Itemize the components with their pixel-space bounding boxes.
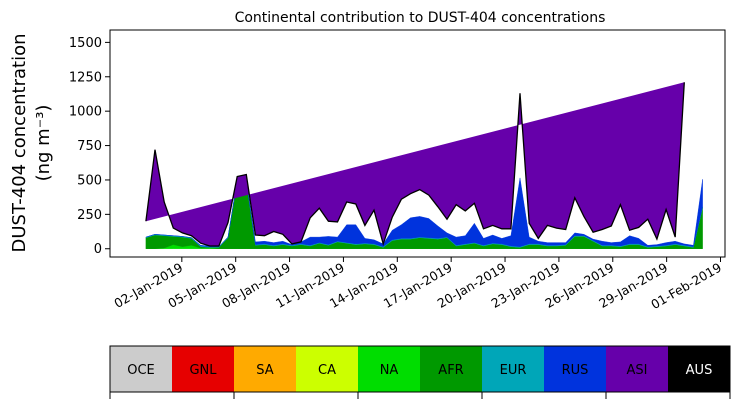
plot-areas [145, 82, 703, 249]
y-tick-label: 250 [77, 208, 102, 223]
area-rus [145, 177, 703, 247]
legend: OCE GNL SA CA NA AFR EUR RUS ASI AUS [109, 345, 731, 399]
legend-label-ca: CA [318, 363, 336, 378]
y-axis-label-main: DUST-404 concentration [9, 33, 30, 252]
y-tick-label: 1500 [69, 36, 102, 51]
y-tick-label: 1000 [69, 105, 102, 120]
y-axis-label: DUST-404 concentration (ng m⁻³) [9, 33, 54, 252]
legend-swatch-ca [296, 346, 358, 392]
legend-swatch-asi [606, 346, 668, 392]
legend-label-gnl: GNL [189, 363, 217, 378]
legend-swatch-oce [110, 346, 172, 392]
y-tick-label: 750 [77, 139, 102, 154]
legend-swatch-eur [482, 346, 544, 392]
total-line [145, 82, 685, 247]
legend-label-afr: AFR [438, 363, 463, 378]
legend-frame [109, 345, 731, 393]
plot-frame [109, 29, 726, 258]
legend-label-rus: RUS [562, 363, 589, 378]
y-axis-label-unit: (ng m⁻³) [33, 105, 54, 182]
legend-swatch-na [358, 346, 420, 392]
total-line-group [145, 82, 685, 247]
legend-label-oce: OCE [127, 363, 155, 378]
legend-swatch-aus [668, 346, 730, 392]
y-tick-label: 1250 [69, 70, 102, 85]
y-tick-label: 500 [77, 173, 102, 188]
legend-swatch-afr [420, 346, 482, 392]
x-axis: 02-Jan-201905-Jan-201908-Jan-201911-Jan-… [111, 257, 724, 312]
legend-label-sa: SA [256, 363, 273, 378]
legend-label-na: NA [380, 363, 399, 378]
y-axis: 0 250 500 750 1000 1250 1500 [69, 36, 110, 257]
legend-label-aus: AUS [686, 363, 713, 378]
legend-label-eur: EUR [500, 363, 527, 378]
chart-title: Continental contribution to DUST-404 con… [235, 10, 606, 26]
y-tick-label: 0 [94, 242, 102, 257]
legend-label-asi: ASI [627, 363, 648, 378]
legend-swatch-rus [544, 346, 606, 392]
legend-swatch-sa [234, 346, 296, 392]
legend-swatch-gnl [172, 346, 234, 392]
